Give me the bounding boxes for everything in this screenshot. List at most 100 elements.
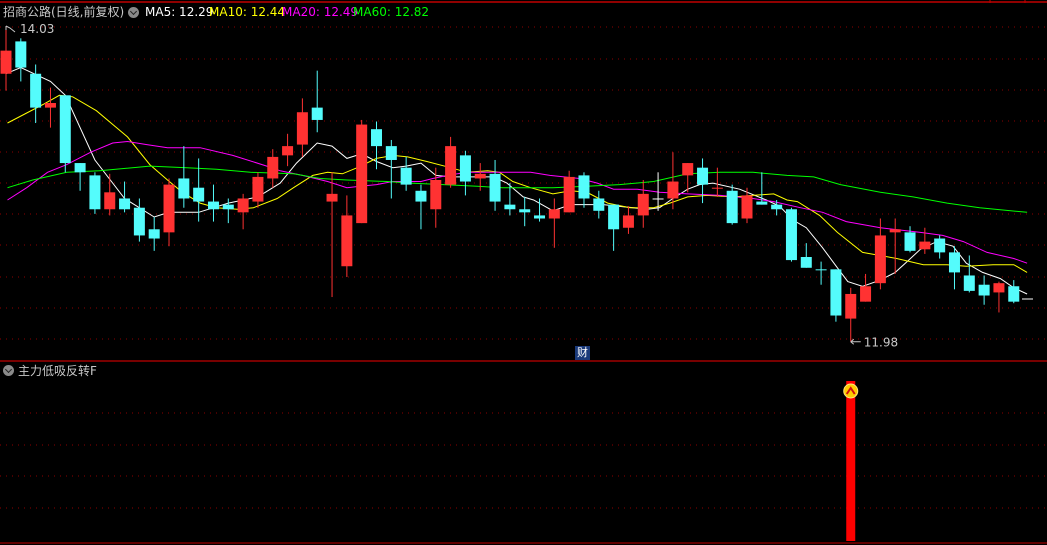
candle-body	[978, 284, 990, 296]
candle	[89, 172, 101, 214]
candle-body	[711, 187, 723, 189]
candle-body	[815, 269, 827, 271]
candle-body	[30, 73, 42, 108]
candle	[222, 198, 234, 224]
candle-body	[993, 283, 1005, 293]
candle	[785, 207, 797, 262]
candle-body	[267, 156, 279, 179]
high-arrow-icon	[5, 25, 16, 33]
ma20-value: MA20: 12.49	[282, 5, 359, 19]
candle	[830, 269, 842, 322]
candle	[0, 26, 12, 91]
candle-body	[845, 293, 857, 319]
candle	[874, 218, 886, 290]
candle	[415, 184, 427, 230]
candle-body	[963, 275, 975, 291]
candle	[845, 287, 857, 342]
candle-body	[667, 181, 679, 199]
candle	[489, 159, 501, 211]
chevron-down-icon[interactable]	[128, 7, 139, 18]
candle	[860, 273, 872, 302]
candle	[919, 227, 931, 254]
ma5-value: MA5: 12.29	[145, 5, 214, 19]
candle-body	[934, 238, 946, 253]
candle-body	[474, 173, 486, 179]
candle	[608, 204, 620, 251]
candle-body	[104, 192, 116, 210]
candle	[104, 173, 116, 216]
candle	[133, 198, 145, 242]
candle	[904, 226, 916, 253]
candle-body	[593, 198, 605, 211]
candle-body	[371, 129, 382, 147]
candle	[445, 136, 457, 188]
candle-body	[741, 195, 753, 219]
candle-body	[504, 204, 516, 210]
candle-body	[771, 204, 783, 210]
candle-body	[548, 209, 560, 219]
indicator-signal	[843, 381, 859, 541]
candle	[15, 38, 27, 82]
candle	[637, 180, 649, 228]
candle-body	[296, 112, 308, 145]
candle	[178, 146, 190, 208]
candle-body	[311, 107, 323, 120]
price-high-label: 14.03	[20, 22, 54, 36]
candle-body	[222, 204, 234, 210]
candle	[119, 181, 131, 213]
candle	[593, 190, 605, 219]
candle	[237, 193, 249, 230]
candle-body	[400, 167, 412, 185]
candle	[30, 64, 42, 124]
candle	[697, 158, 709, 204]
candle	[934, 235, 946, 259]
ma10-line	[7, 94, 1028, 273]
candle	[163, 178, 175, 247]
candle-body	[652, 198, 664, 200]
moving-average-lines	[5, 67, 1028, 295]
candle	[948, 246, 960, 290]
candle	[74, 163, 86, 191]
indicator-title: 主力低吸反转F	[18, 364, 97, 378]
ma5-line	[5, 67, 1028, 295]
finance-marker[interactable]: 财	[575, 346, 590, 360]
candle-body	[459, 155, 471, 182]
candle	[296, 98, 308, 157]
grid-lines	[0, 26, 1047, 509]
candle	[756, 172, 768, 205]
candle-body	[0, 50, 12, 74]
candle-body	[74, 163, 86, 173]
candle-body	[697, 167, 709, 185]
candle	[371, 121, 382, 170]
candle	[889, 218, 901, 274]
candle	[311, 70, 323, 133]
candle	[459, 150, 471, 196]
candle	[1008, 280, 1020, 304]
price-extreme-markers: 14.03 11.98	[5, 22, 898, 350]
candle-body	[830, 269, 842, 316]
indicator-chevron-down-icon[interactable]	[3, 365, 14, 376]
candle	[430, 167, 442, 228]
candle-body	[178, 178, 190, 199]
candle-body	[800, 257, 812, 268]
candle-body	[341, 215, 353, 267]
candle	[771, 200, 783, 216]
candle-body	[59, 95, 71, 164]
candle	[193, 158, 205, 222]
ma10-value: MA10: 12.44	[209, 5, 286, 19]
candle-body	[726, 190, 738, 224]
candle	[741, 187, 753, 224]
candle-body	[44, 103, 56, 108]
candle-body	[282, 146, 294, 156]
candle	[59, 95, 71, 173]
candle-body	[237, 198, 249, 213]
candle-body	[385, 146, 397, 160]
candle-body	[89, 175, 101, 210]
candle-body	[252, 176, 264, 202]
candle-body	[489, 173, 501, 202]
candle	[474, 163, 486, 191]
candle	[578, 172, 590, 208]
candle-body	[415, 190, 427, 202]
candle-body	[133, 207, 145, 236]
